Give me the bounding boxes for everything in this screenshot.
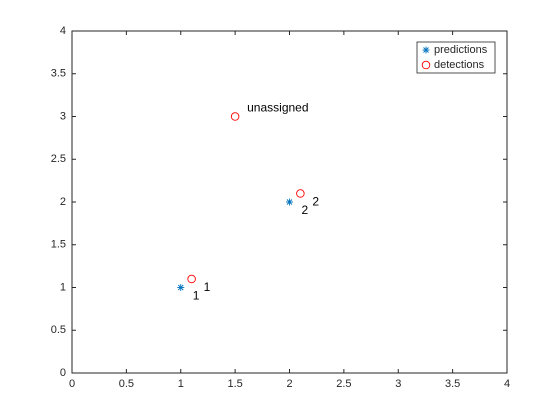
- marker: [230, 112, 240, 121]
- marker: [296, 189, 305, 198]
- marker-stroke: [286, 199, 293, 205]
- point-label: unassigned: [247, 101, 308, 115]
- x-tick-label: 4: [504, 378, 510, 390]
- marker: [286, 198, 293, 206]
- legend-label: detections: [434, 59, 485, 71]
- legend: predictions detections: [416, 41, 496, 74]
- x-tick-label: 0: [69, 378, 75, 390]
- marker: [177, 284, 185, 291]
- y-tick-label: 0.5: [51, 324, 66, 336]
- y-tick-label: 2.5: [51, 153, 66, 165]
- y-tick-label: 0: [60, 367, 66, 379]
- point-label: 1: [193, 289, 200, 303]
- legend-box: [416, 41, 496, 74]
- y-tick-label: 1: [60, 281, 66, 293]
- point-label: 1: [204, 280, 211, 294]
- x-tick-label: 1: [178, 378, 184, 390]
- y-tick-label: 3.5: [51, 68, 66, 80]
- marker-stroke: [177, 284, 184, 291]
- marker-stroke: [423, 47, 429, 53]
- x-tick-label: 0.5: [119, 378, 134, 390]
- x-tick-label: 2: [286, 378, 292, 390]
- x-tick-label: 2.5: [336, 378, 351, 390]
- point-label: 2: [302, 203, 309, 217]
- y-tick-label: 2: [60, 196, 66, 208]
- x-tick-label: 1.5: [227, 378, 242, 390]
- marker: [421, 60, 431, 70]
- x-tick-label: 3: [395, 378, 401, 390]
- marker: [187, 274, 196, 284]
- point-label: 2: [312, 195, 319, 209]
- legend-label: predictions: [434, 44, 488, 56]
- y-tick-label: 3: [60, 110, 66, 122]
- marker: [422, 46, 430, 54]
- x-tick-label: 3.5: [445, 378, 460, 390]
- y-tick-label: 4: [60, 25, 66, 37]
- y-tick-label: 1.5: [51, 239, 66, 251]
